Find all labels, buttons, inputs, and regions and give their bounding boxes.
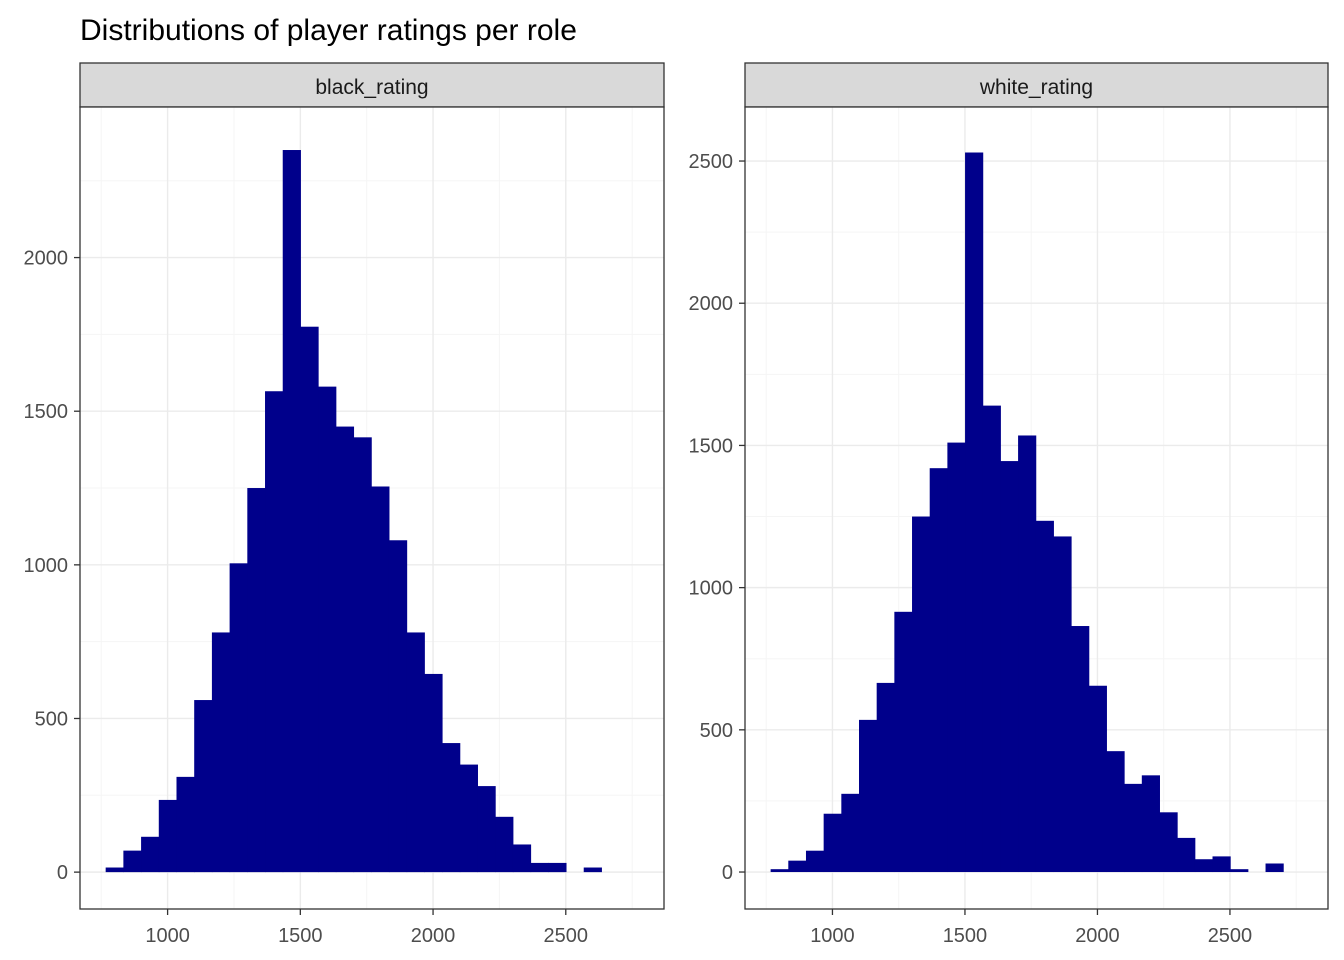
panel-black_rating: black_rating 1000 1500 2000 2500 0 500 1000 1500…	[24, 62, 665, 947]
histogram-bar	[805, 850, 825, 873]
histogram-bar	[876, 682, 895, 873]
x-axis: 1000 1500 2000 2500	[145, 909, 588, 947]
histogram-bar	[406, 632, 425, 873]
histogram-bar	[300, 326, 319, 873]
y-tick-label: 0	[57, 862, 68, 884]
histogram-bar	[912, 516, 931, 873]
histogram-bar	[841, 793, 860, 873]
x-tick-label: 2500	[544, 925, 589, 947]
facet-strip	[79, 62, 665, 108]
histogram-bar	[459, 764, 478, 873]
y-tick-label: 1000	[689, 578, 734, 600]
panel-border	[79, 106, 665, 910]
histogram-bars	[105, 150, 602, 873]
histogram-bar	[512, 844, 532, 873]
histogram-bar	[318, 386, 337, 873]
histogram-bar	[176, 776, 195, 873]
histogram-bar	[1071, 626, 1090, 873]
histogram-bar	[1265, 863, 1284, 873]
panel-border	[744, 106, 1329, 910]
histogram-bar	[353, 437, 372, 873]
histogram-bar	[194, 700, 213, 873]
y-tick-label: 2000	[24, 248, 69, 270]
histogram-bar	[1212, 856, 1231, 873]
x-tick-label: 2000	[1075, 925, 1120, 947]
histogram-bar	[1230, 869, 1249, 873]
panel-white_rating: white_rating 1000 1500 2000 2500 0 500 1000 1500…	[689, 62, 1329, 947]
y-tick-label: 500	[700, 720, 733, 742]
histogram-bar	[1088, 685, 1107, 873]
y-tick-label: 1000	[24, 555, 69, 577]
histogram-bars	[770, 152, 1284, 873]
facet-strip-label: white_rating	[979, 76, 1093, 99]
y-axis: 0 500 1000 1500 2000	[24, 248, 80, 884]
histogram-bar	[141, 836, 160, 873]
y-axis: 0 500 1000 1500 2000 2500	[689, 151, 745, 884]
histogram-bar	[770, 869, 789, 873]
histogram-bar	[1194, 859, 1214, 873]
x-axis: 1000 1500 2000 2500	[810, 909, 1252, 947]
histogram-bar	[823, 813, 842, 873]
facet-strip	[744, 62, 1329, 108]
histogram-bar	[442, 743, 461, 873]
x-tick-label: 1000	[145, 925, 190, 947]
histogram-bar	[105, 867, 124, 873]
histogram-bar	[982, 405, 1001, 873]
x-tick-label: 2000	[411, 925, 456, 947]
y-tick-label: 0	[722, 862, 733, 884]
x-tick-label: 1000	[810, 925, 855, 947]
histogram-bar	[229, 563, 248, 873]
histogram-bar	[247, 488, 266, 873]
histogram-bar	[947, 442, 966, 873]
histogram-bar	[1177, 837, 1196, 873]
histogram-bar	[1035, 520, 1054, 873]
histogram-bar	[211, 632, 231, 873]
histogram-bar	[583, 867, 602, 873]
x-tick-label: 1500	[278, 925, 323, 947]
histogram-bar	[1053, 536, 1072, 873]
y-tick-label: 1500	[689, 435, 734, 457]
facet-strip-label: black_rating	[315, 76, 428, 99]
panels: black_rating 1000 1500 2000 2500 0 500 1000 1500…	[24, 62, 1329, 947]
histogram-bar	[788, 860, 807, 873]
histogram-bar	[1018, 435, 1037, 873]
y-tick-label: 2000	[689, 293, 734, 315]
histogram-bar	[123, 850, 142, 873]
histogram-bar	[282, 150, 301, 873]
histogram-bar	[1000, 461, 1019, 873]
histogram-bar	[965, 152, 984, 873]
histogram-bar	[859, 719, 878, 873]
chart-title: Distributions of player ratings per role	[80, 14, 577, 47]
histogram-bar	[424, 673, 443, 873]
histogram-bar	[495, 816, 514, 873]
x-tick-label: 1500	[943, 925, 988, 947]
histogram-bar	[335, 426, 355, 873]
y-tick-label: 1500	[24, 401, 69, 423]
histogram-bar	[548, 862, 567, 873]
histogram-bar	[158, 799, 177, 873]
histogram-bar	[1159, 812, 1178, 873]
y-tick-label: 500	[35, 708, 68, 730]
histogram-bar	[1106, 751, 1125, 873]
histogram-bar	[894, 611, 913, 873]
histogram-bar	[265, 391, 284, 873]
histogram-bar	[1124, 783, 1143, 873]
histogram-bar	[477, 786, 496, 873]
histogram-bar	[388, 540, 408, 873]
histogram-bar	[929, 468, 948, 873]
x-tick-label: 2500	[1208, 925, 1253, 947]
histogram-bar	[530, 862, 549, 873]
histogram-bar	[371, 486, 390, 873]
y-tick-label: 2500	[689, 151, 734, 173]
histogram-bar	[1141, 775, 1160, 873]
